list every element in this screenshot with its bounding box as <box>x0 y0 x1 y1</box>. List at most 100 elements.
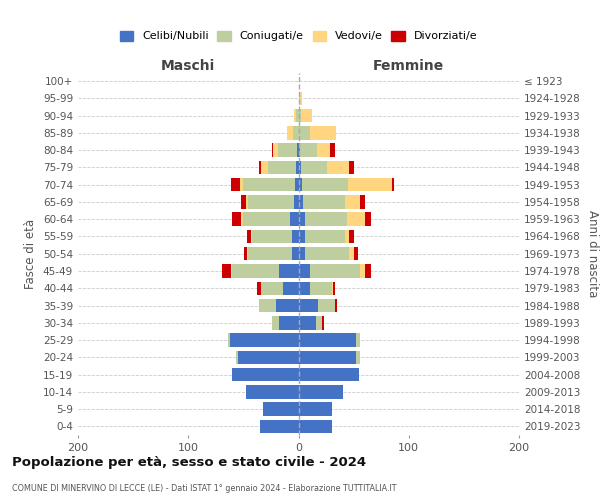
Bar <box>260 420 299 433</box>
Bar <box>241 195 245 208</box>
Bar <box>299 420 332 433</box>
Bar <box>263 402 299 416</box>
Bar <box>299 247 305 260</box>
Bar <box>301 109 312 122</box>
Bar <box>296 109 299 122</box>
Bar <box>310 282 332 295</box>
Bar <box>310 264 360 278</box>
Bar <box>230 334 299 347</box>
Bar <box>290 212 299 226</box>
Bar <box>365 212 371 226</box>
Bar <box>345 195 360 208</box>
Bar <box>244 212 290 226</box>
Bar <box>228 334 230 347</box>
Bar <box>303 195 345 208</box>
Bar <box>299 109 301 122</box>
Bar <box>278 144 298 157</box>
Bar <box>223 264 231 278</box>
Bar <box>252 230 292 243</box>
Bar <box>302 178 348 192</box>
Text: Popolazione per età, sesso e stato civile - 2024: Popolazione per età, sesso e stato civil… <box>12 456 366 469</box>
Bar <box>283 282 299 295</box>
Bar <box>295 178 299 192</box>
Bar <box>294 109 296 122</box>
Bar <box>299 195 303 208</box>
Bar <box>287 126 293 140</box>
Bar <box>301 160 327 174</box>
Bar <box>294 195 299 208</box>
Bar <box>236 350 238 364</box>
Bar <box>319 299 335 312</box>
Bar <box>305 212 347 226</box>
Bar <box>322 316 324 330</box>
Bar <box>348 178 392 192</box>
Bar <box>232 212 241 226</box>
Bar <box>268 160 296 174</box>
Bar <box>244 247 247 260</box>
Bar <box>299 350 356 364</box>
Bar <box>277 299 299 312</box>
Bar <box>298 144 299 157</box>
Y-axis label: Anni di nascita: Anni di nascita <box>586 210 599 298</box>
Bar <box>261 282 283 295</box>
Bar <box>292 247 299 260</box>
Bar <box>278 264 299 278</box>
Bar <box>299 299 319 312</box>
Text: Maschi: Maschi <box>161 60 215 74</box>
Bar <box>345 230 349 243</box>
Bar <box>240 178 244 192</box>
Bar <box>248 247 292 260</box>
Bar <box>248 195 294 208</box>
Bar <box>247 230 251 243</box>
Bar <box>299 385 343 398</box>
Bar <box>259 160 261 174</box>
Bar <box>299 282 310 295</box>
Bar <box>299 178 302 192</box>
Bar <box>365 264 371 278</box>
Bar <box>232 264 278 278</box>
Bar <box>299 126 310 140</box>
Bar <box>392 178 394 192</box>
Bar <box>231 178 240 192</box>
Bar <box>231 264 232 278</box>
Bar <box>296 160 299 174</box>
Bar <box>299 368 359 382</box>
Bar <box>299 334 356 347</box>
Bar <box>349 230 353 243</box>
Bar <box>360 264 365 278</box>
Bar <box>305 230 345 243</box>
Legend: Celibi/Nubili, Coniugati/e, Vedovi/e, Divorziati/e: Celibi/Nubili, Coniugati/e, Vedovi/e, Di… <box>116 28 481 45</box>
Bar <box>353 247 358 260</box>
Bar <box>360 195 365 208</box>
Y-axis label: Fasce di età: Fasce di età <box>25 218 37 289</box>
Bar <box>335 299 337 312</box>
Bar <box>349 247 353 260</box>
Bar <box>273 144 278 157</box>
Bar <box>299 264 310 278</box>
Bar <box>292 230 299 243</box>
Bar <box>245 385 299 398</box>
Bar <box>310 126 336 140</box>
Bar <box>241 212 244 226</box>
Bar <box>299 144 317 157</box>
Bar <box>232 368 299 382</box>
Bar <box>299 402 332 416</box>
Bar <box>247 247 248 260</box>
Bar <box>244 178 295 192</box>
Bar <box>327 160 349 174</box>
Bar <box>272 144 273 157</box>
Bar <box>356 334 360 347</box>
Bar <box>305 247 349 260</box>
Bar <box>317 144 331 157</box>
Bar <box>299 92 302 105</box>
Bar <box>251 230 252 243</box>
Bar <box>238 350 299 364</box>
Bar <box>299 316 316 330</box>
Bar <box>347 212 365 226</box>
Bar <box>261 160 268 174</box>
Bar <box>356 350 360 364</box>
Bar <box>331 144 335 157</box>
Bar <box>316 316 322 330</box>
Bar <box>349 160 353 174</box>
Bar <box>299 212 305 226</box>
